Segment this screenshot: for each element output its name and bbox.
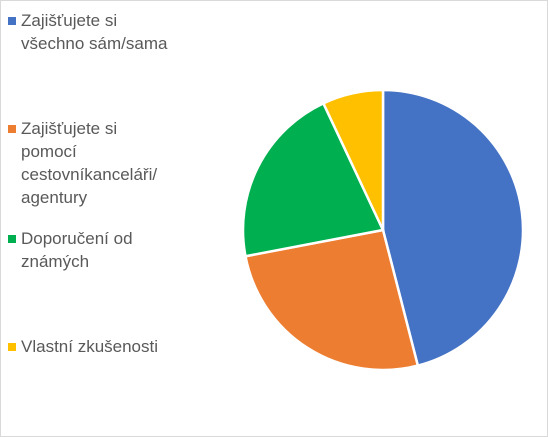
legend-label: Vlastní zkušenosti [21,337,159,356]
pie-slice [244,228,420,372]
pie-slice [381,88,525,368]
legend-swatch [8,235,16,243]
legend-label: Doporučení od známých [21,229,133,271]
legend-swatch [8,343,16,351]
legend-item: Zajišťujete si všechno sám/sama [8,9,171,55]
pie-slice [321,88,385,231]
legend-item: Zajišťujete si pomocí cestovníkanceláři/… [8,117,171,209]
legend-swatch [8,125,16,133]
legend-swatch [8,17,16,25]
legend-label: Zajišťujete si pomocí cestovníkanceláři/… [21,119,158,207]
pie-slice [241,101,385,258]
legend-item: Doporučení od známých [8,227,171,273]
legend-label: Zajišťujete si všechno sám/sama [21,11,168,53]
legend-item: Vlastní zkušenosti [8,335,171,358]
